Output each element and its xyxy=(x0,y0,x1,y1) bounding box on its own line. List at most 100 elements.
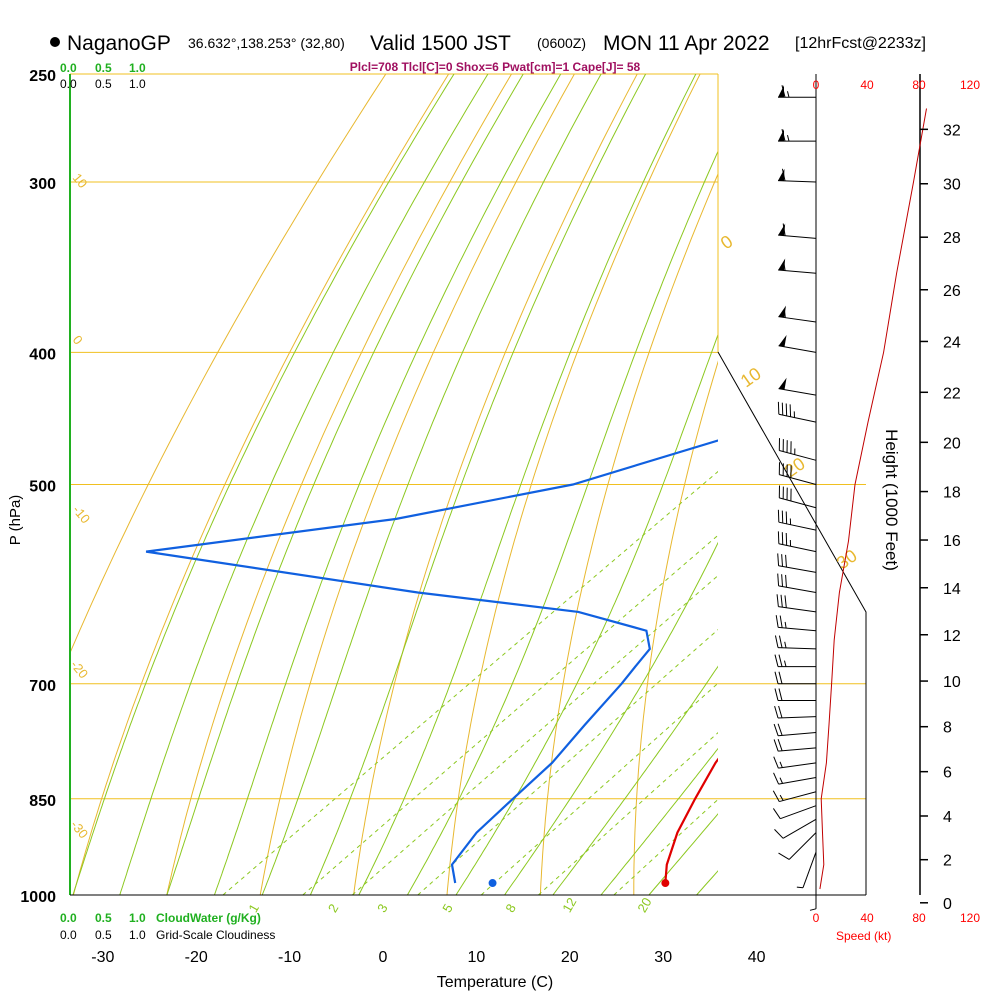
barb-flag xyxy=(779,615,783,628)
dry-adiabat-label: -30 xyxy=(68,817,92,841)
height-tick-label: 30 xyxy=(943,177,961,194)
barb-flag xyxy=(773,723,779,736)
barb-staff xyxy=(778,565,817,573)
moist-adiabat-lines xyxy=(72,74,718,895)
moist-adiabat xyxy=(119,74,489,895)
barb-staff xyxy=(778,345,817,353)
barb-staff xyxy=(778,606,817,613)
barb-staff xyxy=(778,388,817,396)
cloud-water-tick-bottom: 1.0 xyxy=(129,911,146,925)
wind-barb xyxy=(772,805,817,820)
barb-staff xyxy=(778,647,817,650)
wind-barb xyxy=(772,790,817,803)
barb-half-flag xyxy=(783,264,786,271)
pressure-tick-label: 300 xyxy=(29,176,56,193)
barb-flag xyxy=(774,705,779,719)
barb-staff xyxy=(778,521,817,531)
y-axis-label: P (hPa) xyxy=(7,495,24,546)
cloudiness-tick-top: 0.0 xyxy=(60,77,77,91)
barb-pennant xyxy=(778,377,787,390)
wind-barb xyxy=(773,756,817,769)
wind-barb xyxy=(777,531,817,553)
barb-staff xyxy=(778,585,817,593)
barb-flag xyxy=(773,739,779,752)
barb-flag xyxy=(778,671,783,684)
height-tick-label: 26 xyxy=(943,283,961,300)
barb-staff xyxy=(778,269,817,274)
height-tick-label: 16 xyxy=(943,533,961,550)
wind-barb xyxy=(774,705,817,719)
moist-adiabat xyxy=(358,74,697,895)
barb-flag xyxy=(781,128,786,142)
height-tick-label: 2 xyxy=(943,853,952,870)
wind-barb xyxy=(778,377,817,396)
pressure-tick-label: 250 xyxy=(29,68,56,85)
pressure-tick-label: 700 xyxy=(29,678,56,695)
dry-adiabat-lines xyxy=(70,74,718,895)
dry-adiabat xyxy=(633,360,718,895)
barb-flag xyxy=(772,808,781,819)
speed-tick-top: 0 xyxy=(813,78,820,92)
moist-adiabat xyxy=(455,333,718,895)
height-axis-label: Height (1000 Feet) xyxy=(882,429,901,571)
barb-staff xyxy=(778,234,817,239)
barb-flag xyxy=(782,223,786,236)
stability-indices: Plcl=708 Tlcl[C]=0 Shox=6 Pwat[cm]=1 Cap… xyxy=(350,60,641,74)
dry-adiabat xyxy=(166,74,513,895)
wind-barb xyxy=(774,654,816,668)
wind-barb xyxy=(774,635,817,650)
dewpoint-line xyxy=(145,439,718,884)
moist-adiabat-label: 10 xyxy=(737,363,765,391)
wind-speed-profile xyxy=(819,108,927,890)
barb-pennant xyxy=(778,305,786,318)
barb-staff xyxy=(802,851,817,888)
barb-flag xyxy=(778,705,783,719)
dry-adiabat xyxy=(353,74,638,895)
mixing-ratio-label: 2 xyxy=(325,901,342,915)
barb-flag xyxy=(778,688,783,701)
station-dot-icon xyxy=(50,37,60,47)
pressure-tick-label: 1000 xyxy=(20,889,56,906)
temperature-tick-label: -10 xyxy=(278,949,301,966)
height-tick-label: 10 xyxy=(943,674,961,691)
temperature-surface-point xyxy=(661,879,670,888)
barb-flag xyxy=(784,595,787,608)
mixing-ratio-line xyxy=(302,534,718,895)
wind-barb xyxy=(778,168,817,183)
temperature-tick-label: 30 xyxy=(654,949,672,966)
moist-adiabat-label: 0 xyxy=(717,231,737,253)
chart-header: NaganoGP 36.632°,138.253° (32,80) Valid … xyxy=(50,32,926,74)
height-tick-label: 24 xyxy=(943,334,961,351)
dry-adiabat-label: -20 xyxy=(68,657,92,681)
barb-flag xyxy=(781,85,786,98)
height-tick-label: 18 xyxy=(943,485,961,502)
moist-adiabat xyxy=(261,74,602,895)
temperature-tick-label: -20 xyxy=(185,949,208,966)
barb-staff xyxy=(780,805,817,820)
barb-half-flag xyxy=(784,660,787,667)
cloudiness-tick-top: 1.0 xyxy=(129,77,146,91)
wind-barb xyxy=(775,615,817,632)
cloud-water-tick-bottom: 0.0 xyxy=(60,911,77,925)
wind-barb xyxy=(777,553,817,573)
temperature-tick-label: 40 xyxy=(748,949,766,966)
dry-adiabat xyxy=(70,74,387,655)
barb-staff xyxy=(782,818,817,839)
barb-flag xyxy=(774,654,779,667)
x-axis-label: Temperature (C) xyxy=(437,974,553,991)
temperature-tick-label: -30 xyxy=(91,949,114,966)
barb-flag xyxy=(772,790,780,802)
cloudiness-tick-bottom: 0.5 xyxy=(95,928,112,942)
barb-flag xyxy=(785,574,787,588)
mixing-ratio-label: 5 xyxy=(439,901,456,915)
pressure-tick-label: 850 xyxy=(29,793,56,810)
speed-tick-bottom: 80 xyxy=(912,911,926,925)
mixing-ratio-label: 12 xyxy=(559,895,579,915)
moist-adiabat xyxy=(600,747,718,895)
wind-barb xyxy=(778,462,817,485)
forecast-label: [12hrFcst@2233z] xyxy=(795,35,926,52)
cloud-water-tick-top: 1.0 xyxy=(129,61,146,75)
